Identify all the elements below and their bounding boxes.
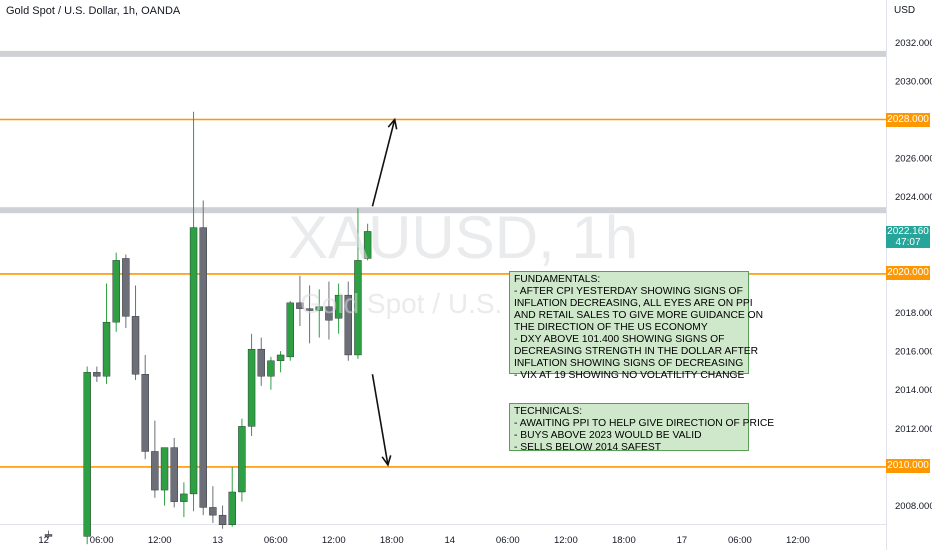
time-tick-label: 06:00: [496, 535, 520, 546]
candle-body: [228, 491, 236, 525]
candle-body: [209, 507, 217, 516]
candle-body: [344, 294, 352, 356]
time-tick-label: 13: [212, 535, 223, 546]
time-tick-label: 12:00: [322, 535, 346, 546]
candle-body: [199, 227, 207, 508]
live-price-value: 2022.160: [887, 226, 929, 237]
arrow-shaft: [371, 119, 396, 207]
candle-body: [315, 306, 323, 311]
resistance-zone: [0, 207, 886, 214]
level-tag-2010: 2010.000: [886, 459, 930, 473]
bar-countdown: 47:07: [895, 237, 921, 248]
note-line: DECREASING STRENGTH IN THE DOLLAR AFTER: [514, 346, 759, 357]
candle-body: [267, 360, 275, 377]
candles: [44, 111, 372, 545]
candle-body: [83, 372, 91, 537]
candle-body: [180, 493, 188, 502]
time-tick-label: 06:00: [264, 535, 288, 546]
candle-body: [276, 354, 285, 361]
price-tick-label: 2014.000: [895, 385, 932, 396]
candle-body: [170, 447, 178, 502]
time-tick-label: 06:00: [728, 535, 752, 546]
candle-body: [334, 294, 343, 319]
candle-body: [238, 426, 246, 493]
currency-label: USD: [894, 5, 916, 16]
time-tick-label: 12:00: [554, 535, 578, 546]
fundamentals-note[interactable]: FUNDAMENTALS: - AFTER CPI YESTERDAY SHOW…: [509, 271, 764, 381]
time-axis-separator: [0, 524, 886, 525]
projection-arrow-down: [371, 374, 392, 467]
candle-body: [160, 447, 169, 491]
candle-body: [141, 374, 149, 452]
candle-body: [218, 514, 227, 526]
note-line: TECHNICALS:: [514, 406, 583, 417]
candle-body: [93, 372, 101, 377]
note-line: INFLATION SHOWING SIGNS OF DECREASING: [514, 358, 744, 369]
candle-body: [131, 316, 140, 375]
note-line: AND RETAIL SALES TO GIVE MORE GUIDANCE O…: [514, 310, 764, 321]
candle-body: [247, 348, 256, 427]
candle-body: [257, 348, 265, 377]
arrow-shaft: [371, 374, 389, 466]
candle-body: [325, 306, 333, 321]
note-line: - AWAITING PPI TO HELP GIVE DIRECTION OF…: [514, 418, 775, 429]
candle-body: [354, 260, 362, 356]
candle-body: [112, 260, 120, 323]
price-tick-label: 2026.000: [895, 154, 932, 165]
candle-body: [189, 227, 198, 495]
time-axis-labels: 12 06:00 12:00 13 06:00 12:00 18:00 14 06:00 12:0…: [38, 535, 809, 546]
price-tick-label: 2032.000: [895, 38, 932, 49]
projection-arrow-up: [371, 117, 398, 207]
candle-body: [305, 308, 314, 311]
note-line: - SELLS BELOW 2014 SAFEST: [514, 442, 662, 453]
note-line: INFLATION DECREASING, ALL EYES ARE ON PP…: [514, 298, 753, 309]
time-tick-label: 18:00: [380, 535, 404, 546]
time-tick-label: 17: [677, 535, 688, 546]
arrow-head: [381, 455, 392, 467]
resistance-zones: [0, 50, 886, 214]
price-tick-label: 2030.000: [895, 76, 932, 87]
technicals-note[interactable]: TECHNICALS: - AWAITING PPI TO HELP GIVE …: [509, 403, 775, 453]
candle-body: [102, 321, 111, 377]
live-price-tag: 2022.160 47:07: [886, 226, 930, 248]
candle-body: [44, 534, 53, 537]
candle-body: [122, 258, 130, 317]
note-line: THE DIRECTION OF THE US ECONOMY: [514, 322, 708, 333]
candle-body: [151, 451, 159, 491]
resistance-zone: [0, 50, 886, 57]
symbol-title[interactable]: Gold Spot / U.S. Dollar, 1h, OANDA: [6, 5, 181, 17]
candle-body: [363, 231, 372, 259]
candle-body: [286, 302, 294, 358]
level-tag-2028: 2028.000: [886, 113, 930, 127]
note-line: - DXY ABOVE 101.400 SHOWING SIGNS OF: [514, 334, 725, 345]
time-tick-label: 12:00: [148, 535, 172, 546]
note-line: - VIX AT 19 SHOWING NO VOLATILITY CHANGE: [514, 370, 745, 381]
price-tick-label: 2024.000: [895, 192, 932, 203]
time-tick-label: 18:00: [612, 535, 636, 546]
time-tick-label: 06:00: [90, 535, 114, 546]
time-tick-label: 14: [445, 535, 456, 546]
price-tick-label: 2012.000: [895, 424, 932, 435]
time-tick-label: 12:00: [786, 535, 810, 546]
symbol-watermark: XAUUSD, 1h: [288, 204, 639, 271]
price-tick-label: 2016.000: [895, 347, 932, 358]
projection-arrows: [371, 117, 398, 467]
note-line: - BUYS ABOVE 2023 WOULD BE VALID: [514, 430, 702, 441]
price-scale-labels: 2032.000 2030.000 2026.000 2024.000 2018.000…: [895, 38, 932, 512]
arrow-head: [387, 117, 398, 130]
note-line: FUNDAMENTALS:: [514, 274, 601, 285]
level-tag-2020: 2020.000: [886, 266, 930, 280]
note-line: - AFTER CPI YESTERDAY SHOWING SIGNS OF: [514, 286, 743, 297]
price-tick-label: 2008.000: [895, 501, 932, 512]
time-tick-label: 12: [38, 535, 49, 546]
candle-body: [296, 302, 304, 309]
price-tick-label: 2018.000: [895, 308, 932, 319]
